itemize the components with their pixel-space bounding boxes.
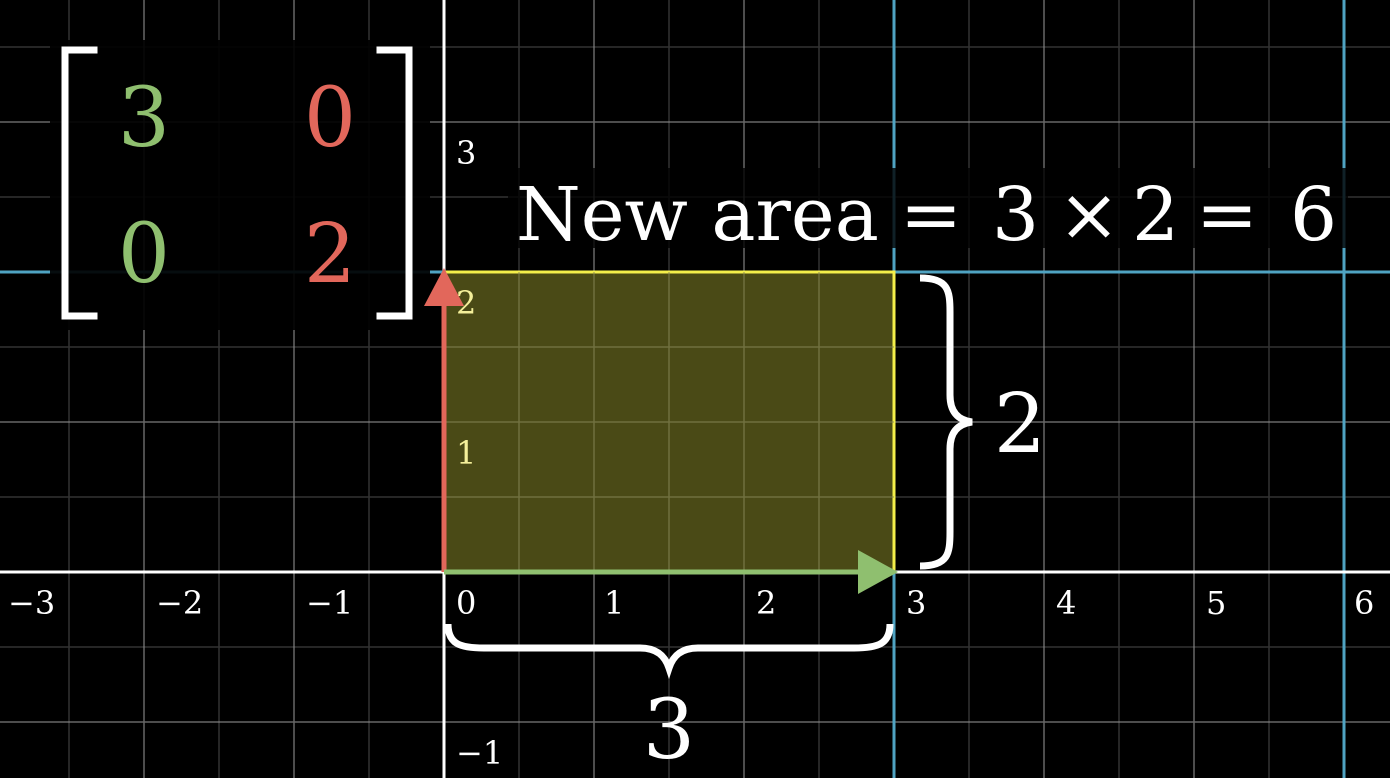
y-tick-label: −1: [456, 734, 503, 772]
matrix-brackets: [61, 46, 413, 320]
equation-backing: [508, 168, 1348, 248]
x-tick-label: −2: [156, 584, 203, 622]
y-tick-labels: 3 2 1 −1: [456, 134, 503, 772]
x-tick-label: 2: [756, 584, 776, 622]
equation-equals-1: =: [900, 172, 962, 258]
x-tick-label: 3: [906, 584, 926, 622]
equation-factor-b: 2: [1132, 172, 1179, 258]
y-tick-label: 3: [456, 134, 476, 172]
matrix-entry-a22: 2: [304, 207, 356, 302]
matrix-backing: [50, 40, 430, 330]
equation-times: ×: [1058, 172, 1120, 258]
y-tick-label: 1: [456, 434, 476, 472]
right-bracket: [376, 46, 413, 320]
equation-equals-2: =: [1196, 172, 1258, 258]
x-tick-label: −3: [8, 584, 55, 622]
left-bracket: [61, 46, 98, 320]
height-label: 2: [994, 377, 1046, 472]
area-equation: New area = 3 × 2 = 6: [516, 172, 1337, 258]
vector-i-hat: [444, 550, 898, 594]
equation-label: New area: [516, 172, 879, 258]
matrix-entry-a11: 3: [118, 71, 170, 166]
width-brace: [444, 623, 894, 680]
matrix-entries: 3 0 0 2: [118, 71, 356, 302]
vector-j-hat: [424, 268, 464, 572]
width-label: 3: [643, 683, 695, 778]
x-tick-label: 6: [1354, 584, 1374, 622]
matrix-entry-a21: 0: [118, 207, 170, 302]
x-tick-label: 0: [456, 584, 476, 622]
x-tick-label: 1: [604, 584, 624, 622]
matrix-entry-a12: 0: [304, 71, 356, 166]
x-tick-label: 4: [1056, 584, 1076, 622]
area-inner-grid: [444, 272, 894, 572]
y-tick-label: 2: [456, 284, 476, 322]
equation-result: 6: [1290, 172, 1337, 258]
x-tick-labels: −3 −2 −1 0 1 2 3 4 5 6: [8, 584, 1374, 622]
height-brace: [919, 274, 973, 570]
x-tick-label: −1: [306, 584, 353, 622]
x-tick-label: 5: [1206, 584, 1226, 622]
equation-factor-a: 3: [992, 172, 1039, 258]
